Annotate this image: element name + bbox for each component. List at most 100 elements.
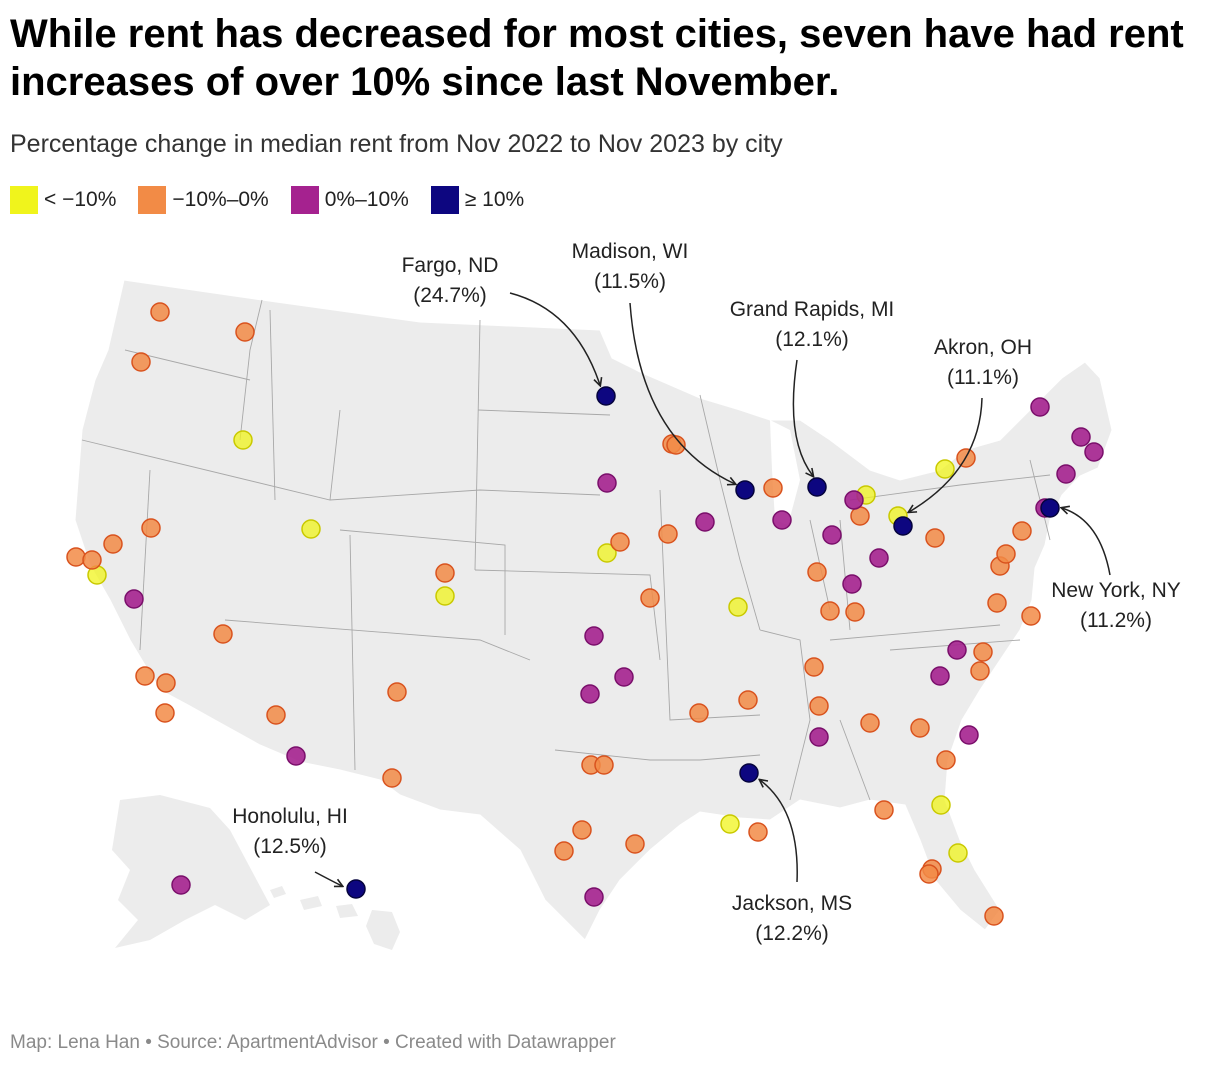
legend-label: −10%–0% (172, 188, 269, 211)
city-dot (103, 534, 123, 554)
chart-subtitle: Percentage change in median rent from No… (10, 130, 783, 158)
dot-jackson (739, 763, 759, 783)
city-dot (720, 814, 740, 834)
city-dot (124, 589, 144, 609)
city-dot (584, 626, 604, 646)
arrow-fargo (509, 292, 600, 385)
legend-label: ≥ 10% (464, 188, 525, 211)
dot-madison (735, 480, 755, 500)
city-dot (640, 588, 660, 608)
chart-title: While rent has decreased for most cities… (10, 12, 1184, 104)
city-dot (820, 601, 840, 621)
city-dot (150, 302, 170, 322)
label-akron-city: Akron, OH (934, 336, 1032, 359)
city-dot (809, 696, 829, 716)
state-borders (81, 299, 1051, 801)
city-dot (842, 574, 862, 594)
dots-purple (124, 397, 1104, 907)
arrow-jackson (760, 780, 798, 883)
city-dot (807, 562, 827, 582)
city-dot (301, 519, 321, 539)
label-madison-city: Madison, WI (572, 240, 689, 263)
city-dot (286, 746, 306, 766)
city-dot (666, 435, 686, 455)
label-fargo-value: (24.7%) (413, 284, 487, 307)
city-dot (947, 640, 967, 660)
legend-item-10-plus: ≥ 10% (430, 186, 525, 214)
city-dot (1030, 397, 1050, 417)
city-dot (809, 727, 829, 747)
dot-new-york (1040, 498, 1060, 518)
city-dot (614, 667, 634, 687)
arrow-grand-rapids (792, 359, 813, 476)
city-dot (594, 755, 614, 775)
city-dot (845, 602, 865, 622)
city-dot (1084, 442, 1104, 462)
city-dot (1012, 521, 1032, 541)
city-dot (382, 768, 402, 788)
legend-label: < −10% (44, 188, 117, 211)
dots-yellow (87, 430, 968, 863)
legend-label: 0%–10% (324, 188, 409, 211)
city-dot (435, 563, 455, 583)
city-dot (772, 510, 792, 530)
footer-credit: Map: Lena Han • Source: ApartmentAdvisor… (10, 1032, 616, 1053)
city-dot (584, 887, 604, 907)
city-dot (689, 703, 709, 723)
city-dot (572, 820, 592, 840)
city-dot (738, 690, 758, 710)
city-dot (869, 548, 889, 568)
city-dot (996, 544, 1016, 564)
city-dot (984, 906, 1004, 926)
city-dot (874, 800, 894, 820)
label-jackson-value: (12.2%) (755, 922, 829, 945)
city-dot (728, 597, 748, 617)
city-dot (970, 661, 990, 681)
label-jackson-city: Jackson, MS (732, 892, 852, 915)
city-dot (82, 550, 102, 570)
city-dot (171, 875, 191, 895)
lake-michigan (770, 420, 800, 525)
legend-swatch-yellow (10, 186, 38, 214)
city-dot (987, 593, 1007, 613)
alaska-shape (112, 795, 270, 948)
city-dot (141, 518, 161, 538)
label-madison-value: (11.5%) (594, 270, 666, 293)
city-dot (763, 478, 783, 498)
dot-akron (893, 516, 913, 536)
legend-item-below-minus-10: < −10% (10, 186, 116, 214)
city-dot (135, 666, 155, 686)
city-dot (597, 473, 617, 493)
label-honolulu-value: (12.5%) (253, 835, 327, 858)
city-dot (748, 822, 768, 842)
legend: < −10% −10%–0% 0%–10% ≥ 10% (10, 186, 524, 214)
dots-navy (346, 386, 1060, 899)
dot-grand-rapids (807, 477, 827, 497)
city-dot (910, 718, 930, 738)
label-grand-rapids-city: Grand Rapids, MI (730, 298, 895, 321)
city-dot (435, 586, 455, 606)
city-dot (935, 459, 955, 479)
dots-orange (66, 302, 1041, 926)
city-dot (625, 834, 645, 854)
label-akron-value: (11.1%) (947, 366, 1019, 389)
city-dot (155, 703, 175, 723)
label-new-york-value: (11.2%) (1080, 609, 1152, 632)
city-dot (66, 547, 86, 567)
annotation-labels: Fargo, ND (24.7%) Madison, WI (11.5%) Gr… (232, 240, 1181, 945)
city-dot (822, 525, 842, 545)
city-dot (925, 528, 945, 548)
label-fargo-city: Fargo, ND (402, 254, 499, 277)
city-dot (919, 864, 939, 884)
city-dot (959, 725, 979, 745)
annotation-arrows (314, 292, 1111, 886)
city-dot (580, 684, 600, 704)
label-new-york-city: New York, NY (1051, 579, 1181, 602)
city-dot (695, 512, 715, 532)
city-dot (156, 673, 176, 693)
city-dot (1071, 427, 1091, 447)
city-dot (387, 682, 407, 702)
arrow-honolulu (314, 871, 342, 886)
legend-swatch-purple (290, 186, 319, 214)
